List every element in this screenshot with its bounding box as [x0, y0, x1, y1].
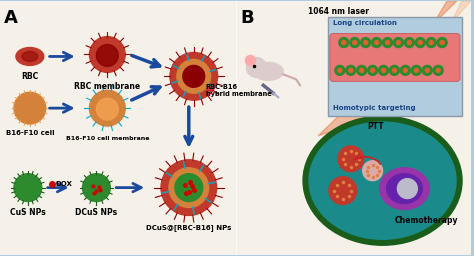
Ellipse shape [309, 122, 456, 239]
Circle shape [426, 38, 436, 48]
Circle shape [183, 65, 205, 87]
Circle shape [379, 65, 389, 75]
Ellipse shape [303, 116, 462, 245]
Circle shape [382, 68, 385, 72]
Text: B16-F10 cell membrane: B16-F10 cell membrane [65, 136, 149, 141]
Circle shape [411, 65, 421, 75]
Text: Homotypic targeting: Homotypic targeting [333, 105, 416, 111]
Circle shape [374, 40, 379, 45]
Polygon shape [318, 1, 457, 136]
Ellipse shape [16, 48, 44, 65]
Circle shape [361, 38, 371, 48]
Text: B16-F10 cell: B16-F10 cell [6, 130, 54, 136]
Ellipse shape [386, 174, 422, 204]
Ellipse shape [254, 62, 283, 80]
Text: DCuS NPs: DCuS NPs [75, 208, 118, 218]
Circle shape [436, 68, 440, 72]
Circle shape [177, 59, 210, 93]
Ellipse shape [22, 51, 38, 61]
Circle shape [372, 38, 382, 48]
Circle shape [437, 38, 447, 48]
Circle shape [396, 40, 401, 45]
Circle shape [398, 179, 417, 199]
Circle shape [392, 68, 396, 72]
Circle shape [414, 68, 419, 72]
Circle shape [415, 38, 425, 48]
Circle shape [14, 92, 46, 124]
Circle shape [96, 45, 118, 66]
Circle shape [353, 40, 357, 45]
Circle shape [349, 68, 353, 72]
Circle shape [404, 38, 414, 48]
Circle shape [96, 98, 118, 120]
Circle shape [383, 38, 392, 48]
Text: B: B [240, 9, 254, 27]
FancyBboxPatch shape [330, 34, 460, 81]
Text: RBC-B16
hybrid membrane: RBC-B16 hybrid membrane [206, 84, 272, 97]
Text: RBC: RBC [21, 72, 38, 81]
Circle shape [419, 40, 422, 45]
Circle shape [14, 174, 42, 201]
Circle shape [90, 90, 125, 126]
Circle shape [338, 68, 342, 72]
Circle shape [161, 160, 217, 216]
Text: DOX: DOX [55, 181, 73, 187]
Circle shape [339, 38, 349, 48]
Circle shape [393, 38, 403, 48]
Circle shape [246, 57, 266, 77]
Circle shape [357, 65, 367, 75]
Circle shape [338, 146, 364, 172]
Circle shape [429, 40, 433, 45]
Circle shape [246, 56, 255, 65]
Circle shape [335, 65, 345, 75]
Text: 1064 nm laser: 1064 nm laser [308, 7, 369, 16]
Circle shape [422, 65, 432, 75]
Circle shape [82, 174, 110, 201]
Ellipse shape [380, 168, 429, 209]
Circle shape [364, 40, 368, 45]
Circle shape [390, 65, 400, 75]
Text: DCuS@[RBC-B16] NPs: DCuS@[RBC-B16] NPs [146, 224, 231, 231]
Circle shape [433, 65, 443, 75]
Text: CuS NPs: CuS NPs [10, 208, 46, 218]
Text: A: A [4, 9, 18, 27]
Text: Long circulation: Long circulation [333, 20, 397, 26]
Circle shape [342, 40, 346, 45]
Circle shape [169, 168, 209, 207]
Text: PTT: PTT [368, 122, 384, 131]
Circle shape [346, 65, 356, 75]
Text: RBC membrane: RBC membrane [74, 82, 140, 91]
Circle shape [90, 37, 125, 72]
Circle shape [175, 174, 203, 201]
Circle shape [350, 38, 360, 48]
Polygon shape [348, 1, 471, 141]
Circle shape [440, 40, 444, 45]
Circle shape [329, 177, 357, 205]
Circle shape [425, 68, 429, 72]
Circle shape [407, 40, 411, 45]
Text: Chemotherapy: Chemotherapy [394, 216, 458, 225]
Circle shape [385, 40, 390, 45]
Circle shape [363, 161, 383, 181]
FancyBboxPatch shape [328, 17, 462, 116]
Circle shape [368, 65, 378, 75]
Circle shape [170, 52, 218, 100]
Circle shape [360, 68, 364, 72]
Circle shape [403, 68, 407, 72]
Circle shape [401, 65, 410, 75]
Circle shape [371, 68, 374, 72]
